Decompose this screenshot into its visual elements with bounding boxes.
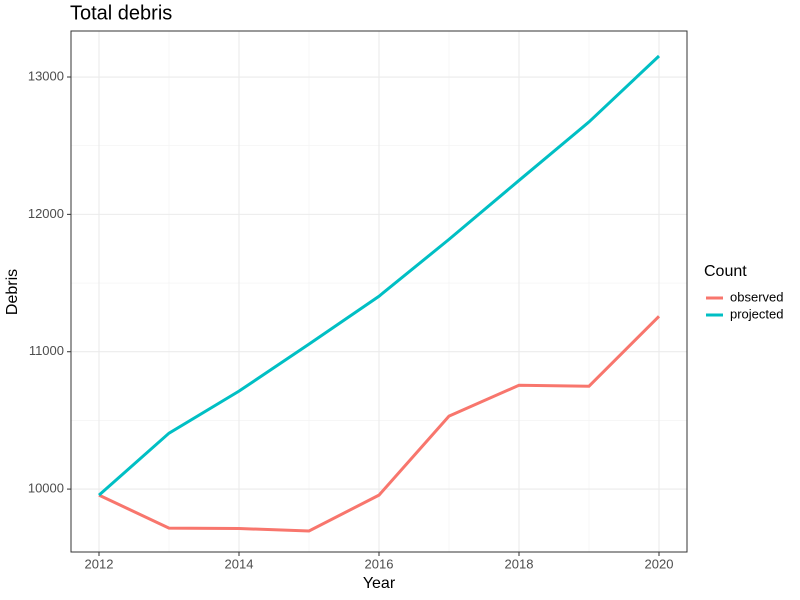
line-series (98, 54, 661, 497)
x-tick-label: 2012 (85, 556, 114, 571)
line-series (98, 315, 661, 533)
legend-label: observed (730, 289, 783, 304)
legend-title: Count (704, 263, 747, 280)
y-tick-label: 11000 (29, 343, 64, 358)
panel-border (70, 30, 688, 553)
y-tick-label: 13000 (28, 68, 64, 83)
x-tick-label: 2016 (365, 556, 394, 571)
x-tick-label: 2018 (505, 556, 534, 571)
y-axis-label: Debris (4, 269, 21, 315)
y-tick-label: 10000 (28, 481, 64, 496)
x-tick-label: 2020 (645, 556, 674, 571)
legend-label: projected (730, 306, 783, 321)
y-tick-label: 12000 (28, 206, 64, 221)
chart-title: Total debris (70, 2, 172, 24)
x-tick-label: 2014 (225, 556, 254, 571)
x-axis-label: Year (363, 575, 396, 592)
